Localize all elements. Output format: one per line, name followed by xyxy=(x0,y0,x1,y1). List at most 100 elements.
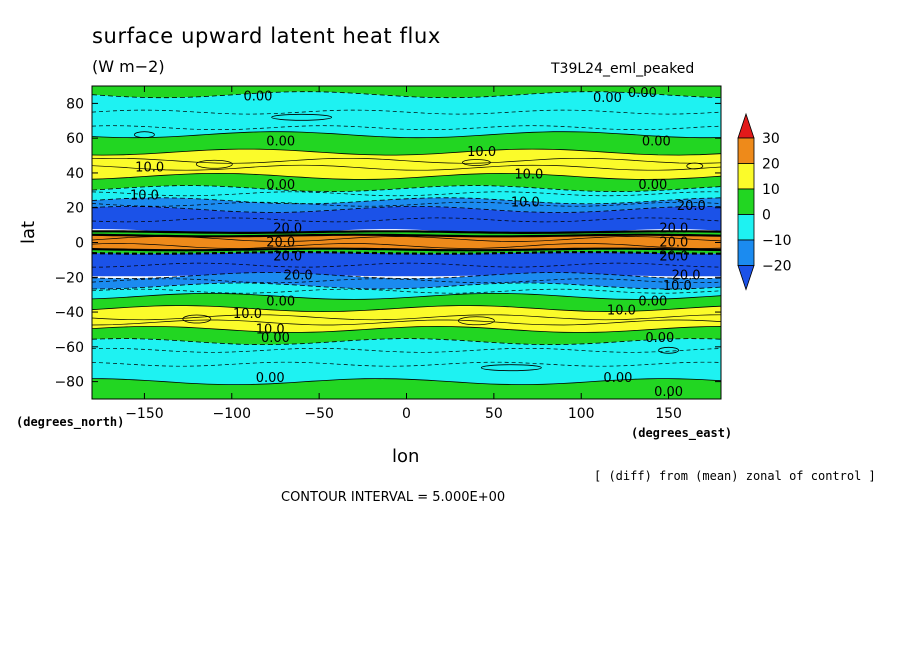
contour-line xyxy=(92,250,721,255)
x-tick-label: −50 xyxy=(304,406,334,422)
contour-label: 10.0 xyxy=(511,196,540,211)
contour-label: 0.00 xyxy=(603,371,632,386)
x-tick-label: 100 xyxy=(568,406,595,422)
contour-band xyxy=(92,173,721,192)
contour-label: 10.0 xyxy=(256,322,285,337)
contour-band xyxy=(92,131,721,156)
contour-line xyxy=(92,148,721,156)
colorbar-segment xyxy=(737,239,755,266)
contour-line xyxy=(92,91,721,99)
run-id: T39L24_eml_peaked xyxy=(551,61,695,77)
colorbar-label: −20 xyxy=(762,259,792,275)
y-tick-label: 40 xyxy=(66,166,84,182)
contour-line xyxy=(92,172,721,180)
x-tick-label: 150 xyxy=(655,406,682,422)
contour-label: 10.0 xyxy=(663,279,692,294)
filled-contour-bands xyxy=(92,86,721,399)
contour-label: 20.0 xyxy=(677,199,706,214)
y-tick-label: 0 xyxy=(75,236,84,252)
contour-label: 10.0 xyxy=(135,161,164,176)
contour-line xyxy=(92,247,721,252)
contour-label: 20.0 xyxy=(659,249,688,264)
contour-label: 0.00 xyxy=(628,86,657,101)
contour-line xyxy=(92,282,721,290)
contour-label: 20.0 xyxy=(284,269,313,284)
contour-label: 0.00 xyxy=(261,331,290,346)
contour-lines xyxy=(92,91,721,386)
x-axis-label: lon xyxy=(392,446,420,467)
contour-line-solid xyxy=(92,157,721,164)
contour-band xyxy=(92,206,721,236)
contour-label: 20.0 xyxy=(672,269,701,284)
contour-line-solid xyxy=(92,314,721,321)
contour-line xyxy=(92,292,721,300)
colorbar-segment xyxy=(737,214,755,241)
y-tick-label: −40 xyxy=(54,305,84,321)
contour-label: 0.00 xyxy=(266,135,295,150)
contour-label: 10.0 xyxy=(233,307,262,322)
contour-line xyxy=(92,206,721,213)
colorbar-label: −10 xyxy=(762,233,792,249)
contour-line-solid xyxy=(92,243,721,249)
contour-label: 20.0 xyxy=(273,249,302,264)
contour-line xyxy=(92,131,721,139)
contour-label: 10.0 xyxy=(467,145,496,160)
y-tick-label: 80 xyxy=(66,96,84,112)
contour-label: 20.0 xyxy=(659,222,688,237)
y-axis-units: (degrees_north) xyxy=(16,415,125,429)
x-tick-label: 0 xyxy=(402,406,411,422)
contour-line-solid xyxy=(92,236,721,242)
contour-blob xyxy=(658,346,679,354)
contour-band xyxy=(92,149,721,180)
colorbar-segment xyxy=(737,188,755,215)
contour-label: 0.00 xyxy=(244,89,273,104)
contour-band xyxy=(92,197,721,213)
y-axis-ticks: 80 60 40 20 0 −20 −40 −60 −80 xyxy=(54,96,721,391)
y-tick-label: −60 xyxy=(54,340,84,356)
colorbar-segment xyxy=(737,163,755,190)
contour-interval: CONTOUR INTERVAL = 5.000E+00 xyxy=(281,490,506,505)
contour-blob xyxy=(457,316,495,326)
colorbar-label: 0 xyxy=(762,208,771,224)
contour-label: 10.0 xyxy=(607,303,636,318)
y-tick-label: 20 xyxy=(66,201,84,217)
contour-label: 0.00 xyxy=(266,295,295,310)
contour-label: 20.0 xyxy=(273,222,302,237)
contour-line xyxy=(92,230,721,234)
colorbar: 30 20 10 0 −10 −20 xyxy=(737,112,792,291)
contour-blob xyxy=(271,113,333,121)
contour-label: 0.00 xyxy=(638,295,667,310)
contour-band xyxy=(92,91,721,138)
colorbar-segment xyxy=(737,137,755,164)
y-tick-label: −80 xyxy=(54,375,84,391)
x-tick-label: 50 xyxy=(485,406,503,422)
chart-title: surface upward latent heat flux xyxy=(92,24,441,48)
contour-label: 20.0 xyxy=(266,236,295,251)
contour-line xyxy=(92,338,721,345)
y-tick-label: −20 xyxy=(54,270,84,286)
contour-line xyxy=(92,378,721,386)
contour-blob xyxy=(182,314,212,324)
contour-band xyxy=(92,293,721,312)
contour-label: 10.0 xyxy=(514,168,543,183)
contour-label: 20.0 xyxy=(659,236,688,251)
contour-label: 0.00 xyxy=(654,385,683,400)
contour-line xyxy=(92,305,721,313)
colorbar-label: 10 xyxy=(762,182,780,198)
contour-line xyxy=(92,325,721,333)
contour-label: 10.0 xyxy=(130,189,159,204)
x-tick-label: −100 xyxy=(213,406,251,422)
contour-blob xyxy=(195,159,233,169)
contour-band xyxy=(92,338,721,385)
colorbar-arrow-top xyxy=(737,112,755,139)
contour-line xyxy=(92,233,721,238)
contour-blob xyxy=(480,364,542,372)
contour-band xyxy=(92,252,721,277)
contour-band xyxy=(92,234,721,251)
contour-label: 0.00 xyxy=(638,178,667,193)
contour-line xyxy=(92,185,721,193)
x-tick-label: −150 xyxy=(125,406,163,422)
contour-label: 0.00 xyxy=(645,331,674,346)
colorbar-arrow-bottom xyxy=(737,265,755,291)
